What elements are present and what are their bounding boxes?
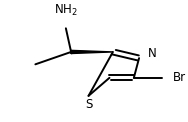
Text: N: N	[148, 47, 157, 60]
Text: Br: Br	[173, 71, 186, 84]
Text: S: S	[85, 98, 92, 111]
Polygon shape	[71, 50, 113, 54]
Text: NH$_2$: NH$_2$	[54, 3, 78, 18]
